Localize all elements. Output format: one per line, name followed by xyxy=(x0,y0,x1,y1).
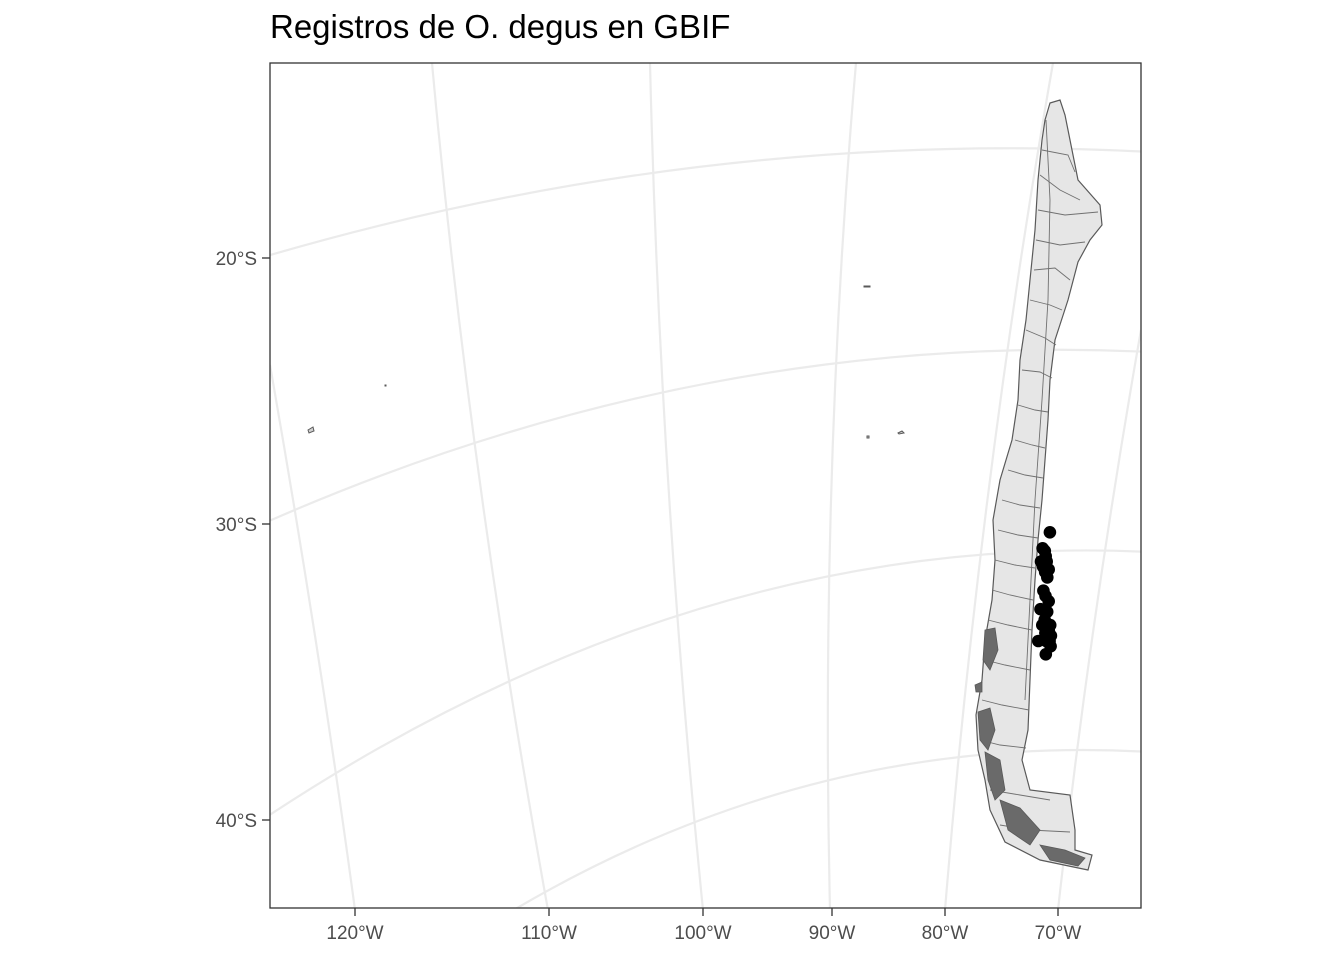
meridian-line-100w xyxy=(648,63,704,908)
y-tick-label-40s: 40°S xyxy=(216,811,257,832)
x-tick-label-100w: 100°W xyxy=(674,923,731,944)
occurrence-point-26 xyxy=(1039,648,1053,661)
parallel-line-30s xyxy=(270,348,1141,522)
y-tick-labels: 20°S 30°S 40°S xyxy=(216,249,257,832)
x-tick-label-120w: 120°W xyxy=(326,923,383,944)
y-tick-label-30s: 30°S xyxy=(216,515,257,536)
occurrence-point-0 xyxy=(1043,526,1057,539)
x-tick-label-110w: 110°W xyxy=(521,923,577,944)
x-tick-label-70w: 70°W xyxy=(1035,923,1082,944)
y-tick-label-20s: 20°S xyxy=(216,249,257,270)
juan-fernandez-island-a xyxy=(897,430,906,435)
panel-border xyxy=(269,62,1142,909)
map-title: Registros de O. degus en GBIF xyxy=(270,8,731,45)
chile-south-islands xyxy=(974,627,1086,867)
chile-mainland xyxy=(975,99,1103,871)
y-axis xyxy=(262,257,270,821)
salas-y-gomez-island xyxy=(384,384,387,387)
x-axis xyxy=(354,908,1059,916)
occurrence-points xyxy=(1032,526,1058,661)
easter-island xyxy=(307,426,315,434)
x-tick-label-90w: 90°W xyxy=(809,923,856,944)
x-tick-labels: 120°W 110°W 100°W 90°W 80°W 70°W xyxy=(326,923,1081,944)
parallel-line-20s xyxy=(270,147,1141,257)
chile-land xyxy=(974,99,1103,871)
occurrence-point-12 xyxy=(1042,595,1055,608)
x-tick-label-80w: 80°W xyxy=(922,923,969,944)
juan-fernandez-island-b xyxy=(866,435,870,439)
san-felix-islands xyxy=(863,285,871,288)
offshore-islands xyxy=(307,285,906,439)
meridian-line-120w xyxy=(270,364,356,908)
meridian-line-80w xyxy=(944,63,1055,908)
meridian-line-110w xyxy=(430,63,549,908)
chile-admin-borders xyxy=(979,119,1099,833)
occurrence-point-9 xyxy=(1041,571,1054,584)
meridian-line-90w xyxy=(826,63,858,908)
